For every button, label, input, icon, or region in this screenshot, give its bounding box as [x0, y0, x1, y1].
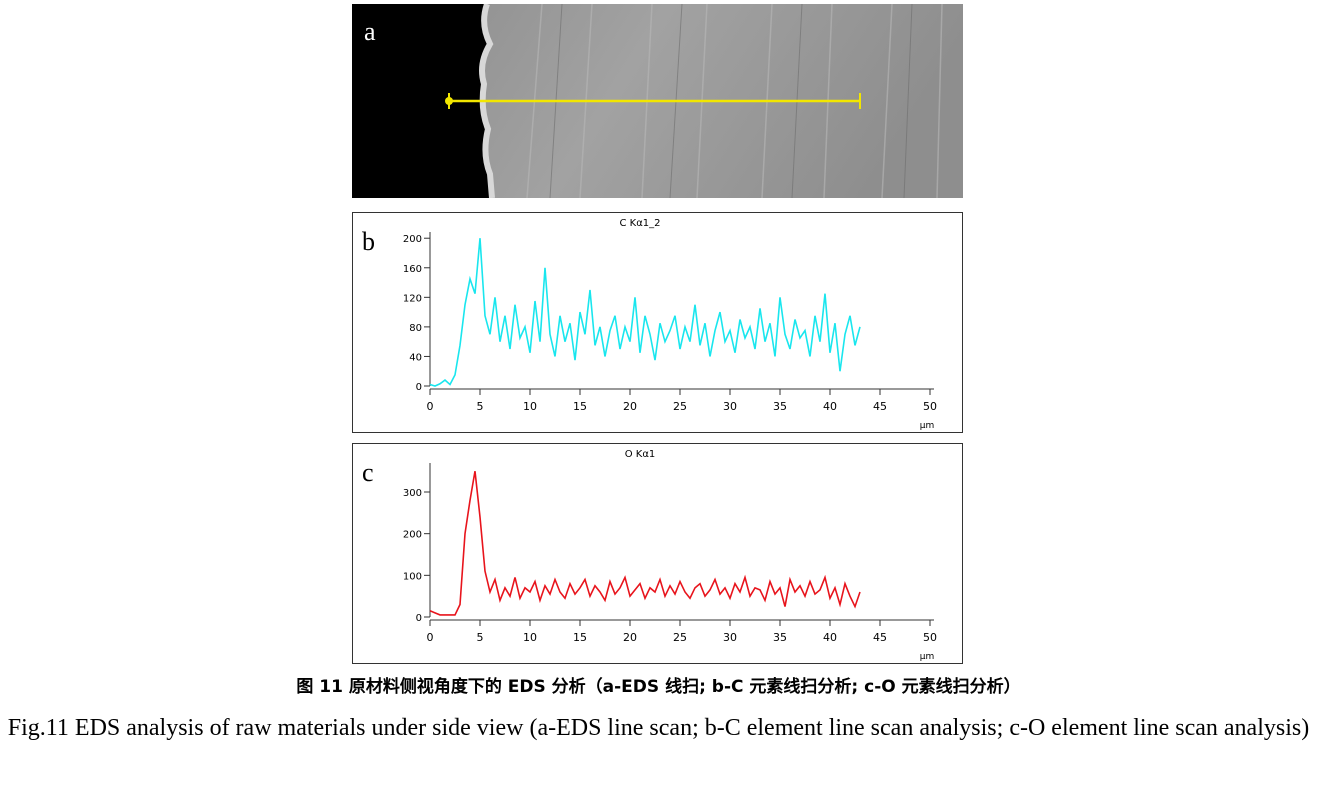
x-tick-label: 50 — [923, 400, 937, 413]
chart-c: O Kα1 c 0 100 200 300 0 5 10 15 20 25 30 35 40 45 50 μm — [352, 443, 963, 664]
y-tick-label: 0 — [416, 613, 422, 624]
y-tick-label: 200 — [403, 530, 422, 541]
chart-title: C Kα1_2 — [619, 218, 660, 229]
x-axis-label: μm — [920, 652, 935, 662]
x-tick-label: 30 — [723, 400, 737, 413]
y-tick-label: 80 — [409, 323, 422, 334]
panel-label: c — [362, 458, 374, 487]
x-tick-label: 25 — [673, 631, 687, 644]
x-axis-label: μm — [920, 421, 935, 431]
caption-en: Fig.11 EDS analysis of raw materials und… — [7, 715, 1310, 741]
x-tick-label: 40 — [823, 631, 837, 644]
caption-cn: 图 11 原材料侧视角度下的 EDS 分析（a-EDS 线扫; b-C 元素线扫… — [296, 677, 1021, 697]
y-tick-label: 200 — [403, 234, 422, 245]
frame — [352, 443, 963, 664]
y-tick-label: 40 — [409, 352, 422, 363]
x-tick-label: 25 — [673, 400, 687, 413]
x-tick-label: 20 — [623, 400, 637, 413]
frame — [352, 212, 963, 433]
x-tick-label: 45 — [873, 400, 887, 413]
chart-title: O Kα1 — [625, 449, 656, 460]
chart-b: C Kα1_2b 0 40 80 120 160 200 0 5 10 15 20 25 30 35 40 45… — [352, 212, 963, 433]
x-tick-label: 0 — [427, 631, 434, 644]
x-tick-label: 20 — [623, 631, 637, 644]
data-line — [429, 238, 861, 387]
y-tick-label: 100 — [403, 571, 422, 582]
x-tick-label: 35 — [773, 400, 787, 413]
x-tick-label: 45 — [873, 631, 887, 644]
edge — [479, 4, 495, 198]
x-tick-label: 5 — [477, 400, 484, 413]
sem-image: a — [352, 4, 963, 198]
y-tick-label: 160 — [403, 264, 422, 275]
y-tick-label: 120 — [403, 293, 422, 304]
x-tick-label: 5 — [477, 631, 484, 644]
y-tick-label: 0 — [416, 382, 422, 393]
data-line — [429, 471, 861, 616]
scan-point — [445, 97, 453, 105]
x-tick-label: 10 — [523, 631, 537, 644]
x-tick-label: 0 — [427, 400, 434, 413]
x-tick-label: 10 — [523, 400, 537, 413]
x-tick-label: 30 — [723, 631, 737, 644]
panel-label: b — [362, 227, 375, 256]
background — [352, 4, 492, 198]
x-tick-label: 15 — [573, 631, 587, 644]
y-tick-label: 300 — [403, 488, 422, 499]
x-tick-label: 40 — [823, 400, 837, 413]
x-tick-label: 15 — [573, 400, 587, 413]
x-tick-label: 50 — [923, 631, 937, 644]
x-tick-label: 35 — [773, 631, 787, 644]
panel-label: a — [364, 17, 376, 46]
